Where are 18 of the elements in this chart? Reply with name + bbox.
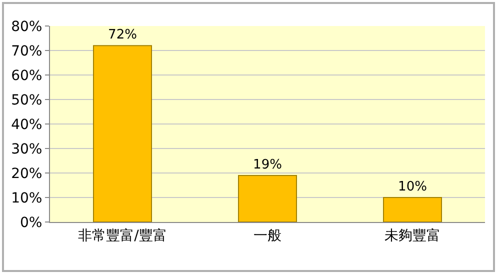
- x-tick-label: 一般: [254, 228, 282, 244]
- x-tick-label: 未夠豐富: [384, 228, 440, 244]
- bar: [238, 174, 297, 222]
- y-tick-label: 10%: [11, 190, 42, 206]
- data-label: 19%: [253, 157, 282, 172]
- y-tick-label: 80%: [11, 18, 42, 35]
- y-tick-label: 70%: [11, 43, 42, 60]
- data-label: 10%: [398, 180, 427, 194]
- y-tick-label: 50%: [11, 92, 42, 108]
- y-tick-label: 30%: [11, 141, 42, 158]
- y-tick-label: 40%: [11, 116, 42, 133]
- y-tick-label: 20%: [11, 166, 42, 182]
- y-tick-label: 0%: [20, 214, 42, 231]
- y-tick-label: 60%: [11, 68, 42, 84]
- bar: [93, 45, 152, 222]
- bar: [383, 197, 442, 222]
- x-tick-label: 非常豐富/豐富: [78, 228, 167, 244]
- data-label: 72%: [108, 28, 137, 43]
